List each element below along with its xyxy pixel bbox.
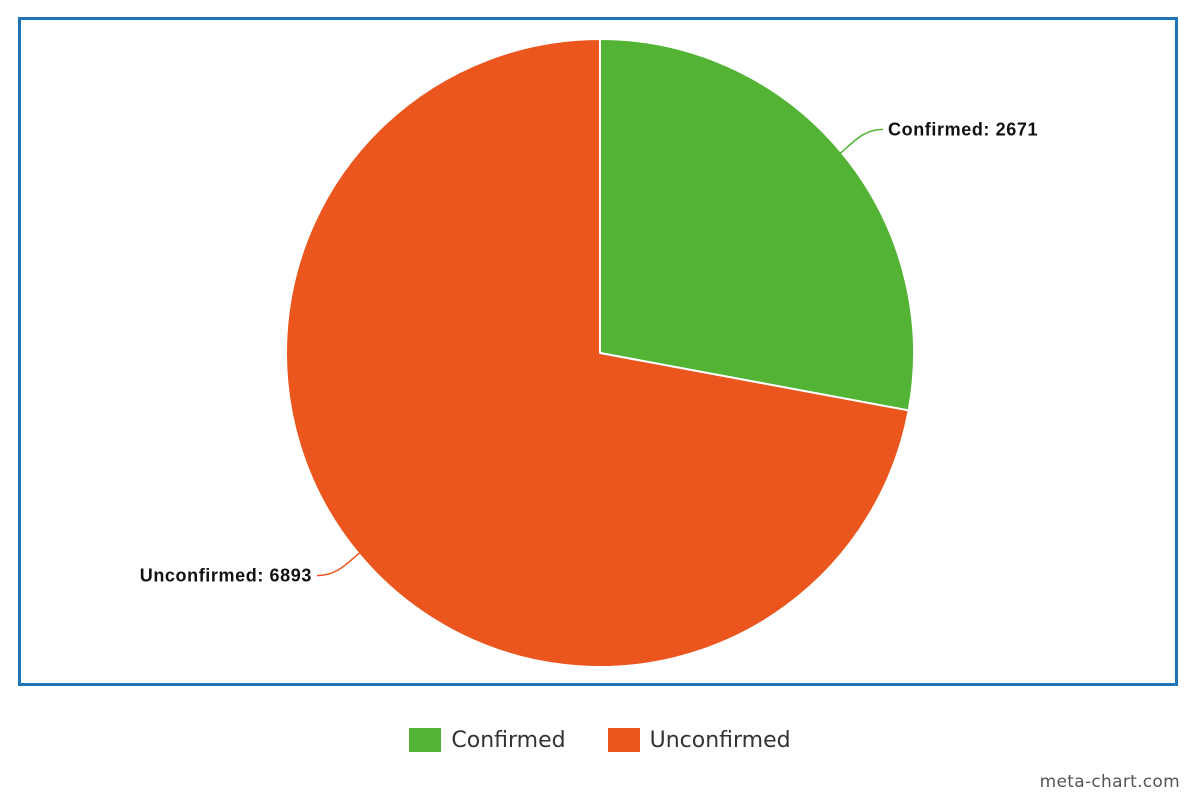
slice-labels: Confirmed: 2671 Unconfirmed: 6893: [140, 119, 1038, 585]
legend-swatch-confirmed: [409, 728, 442, 752]
legend-label-confirmed: Confirmed: [451, 727, 566, 753]
legend-item-confirmed[interactable]: Confirmed: [409, 727, 566, 753]
slice-label-confirmed: Confirmed: 2671: [888, 119, 1038, 139]
legend-item-unconfirmed[interactable]: Unconfirmed: [607, 727, 791, 753]
legend-label-unconfirmed: Unconfirmed: [649, 727, 791, 753]
label-connectors: [316, 128, 884, 577]
pie-slices: [285, 38, 916, 668]
legend: Confirmed Unconfirmed: [0, 723, 1200, 757]
legend-swatch-unconfirmed: [607, 728, 640, 752]
label-connector-confirmed: [838, 128, 884, 155]
watermark: meta-chart.com: [1039, 772, 1180, 792]
pie-slice-confirmed[interactable]: [599, 38, 916, 412]
slice-label-unconfirmed: Unconfirmed: 6893: [140, 566, 312, 586]
label-connector-unconfirmed: [316, 551, 362, 577]
